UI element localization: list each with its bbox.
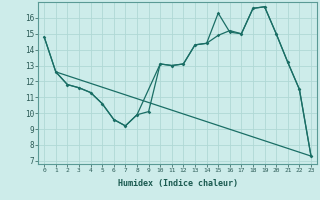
X-axis label: Humidex (Indice chaleur): Humidex (Indice chaleur) <box>118 179 238 188</box>
